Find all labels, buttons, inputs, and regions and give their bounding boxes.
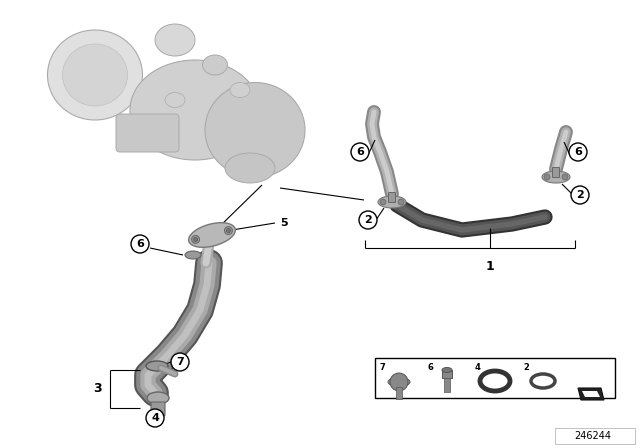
Ellipse shape <box>230 82 250 98</box>
Polygon shape <box>582 391 600 397</box>
Text: 6: 6 <box>427 363 433 372</box>
Text: 1: 1 <box>486 260 494 273</box>
Ellipse shape <box>185 251 201 259</box>
Bar <box>555 428 635 444</box>
Text: 3: 3 <box>93 383 102 396</box>
Circle shape <box>398 199 404 205</box>
Ellipse shape <box>147 392 169 404</box>
Bar <box>396 387 402 399</box>
Ellipse shape <box>155 24 195 56</box>
Circle shape <box>571 186 589 204</box>
Ellipse shape <box>189 223 236 247</box>
Circle shape <box>171 353 189 371</box>
Circle shape <box>146 409 164 427</box>
Text: 5: 5 <box>280 218 287 228</box>
FancyBboxPatch shape <box>116 114 179 152</box>
Polygon shape <box>578 388 604 400</box>
Text: 6: 6 <box>136 239 144 249</box>
Circle shape <box>380 199 386 205</box>
Bar <box>375 358 615 398</box>
Ellipse shape <box>63 44 127 106</box>
Text: 246244: 246244 <box>575 431 611 441</box>
Ellipse shape <box>165 92 185 108</box>
Circle shape <box>390 373 408 391</box>
Text: 7: 7 <box>176 357 184 367</box>
Ellipse shape <box>205 82 305 177</box>
Text: 2: 2 <box>576 190 584 200</box>
FancyBboxPatch shape <box>388 193 396 202</box>
Text: 7: 7 <box>379 363 385 372</box>
Circle shape <box>351 143 369 161</box>
Circle shape <box>569 143 587 161</box>
Ellipse shape <box>47 30 143 120</box>
Circle shape <box>227 228 230 233</box>
Ellipse shape <box>202 55 227 75</box>
Circle shape <box>562 174 568 180</box>
Ellipse shape <box>225 153 275 183</box>
Circle shape <box>359 211 377 229</box>
Circle shape <box>193 237 198 241</box>
Text: 6: 6 <box>356 147 364 157</box>
FancyBboxPatch shape <box>151 402 165 416</box>
Circle shape <box>131 235 149 253</box>
Bar <box>442 370 452 378</box>
Text: 6: 6 <box>574 147 582 157</box>
Ellipse shape <box>146 361 168 371</box>
Circle shape <box>225 227 232 235</box>
Ellipse shape <box>531 374 555 388</box>
Ellipse shape <box>480 371 510 391</box>
Text: 4: 4 <box>475 363 481 372</box>
Bar <box>444 378 450 392</box>
Ellipse shape <box>442 367 452 372</box>
Text: 2: 2 <box>523 363 529 372</box>
Text: 2: 2 <box>364 215 372 225</box>
Ellipse shape <box>388 378 410 387</box>
Ellipse shape <box>542 171 570 183</box>
Circle shape <box>544 174 550 180</box>
FancyBboxPatch shape <box>552 168 559 177</box>
Circle shape <box>191 235 200 243</box>
Text: 4: 4 <box>151 413 159 423</box>
Ellipse shape <box>130 60 260 160</box>
Ellipse shape <box>378 196 406 208</box>
